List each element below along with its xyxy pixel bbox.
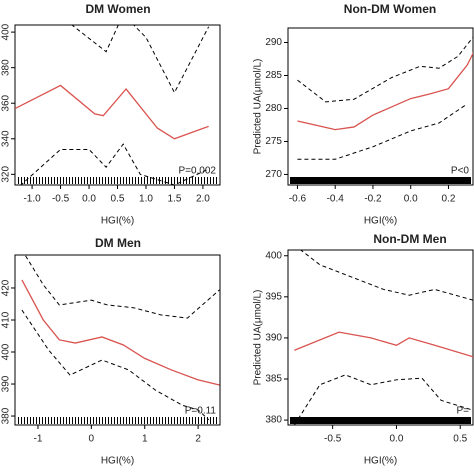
rug bbox=[290, 177, 471, 184]
y-tick-label: 360 bbox=[1, 94, 12, 111]
x-tick-label: 1.5 bbox=[167, 194, 181, 205]
x-tick-label: 0.0 bbox=[404, 194, 418, 205]
x-tick-label: -1 bbox=[34, 434, 43, 445]
ci-line bbox=[297, 103, 468, 160]
x-tick-label: 0.0 bbox=[389, 434, 403, 445]
x-tick-label: 0.0 bbox=[82, 194, 96, 205]
y-tick-label: 400 bbox=[1, 23, 12, 40]
y-axis-label: Predicted UA(μmol/L) bbox=[253, 59, 264, 155]
y-tick-label: 270 bbox=[265, 169, 282, 180]
plot-lines bbox=[297, 36, 473, 160]
annotation: P<0 bbox=[451, 166, 470, 177]
y-tick-label: 385 bbox=[265, 374, 282, 385]
ci-line bbox=[293, 374, 473, 425]
fit-line bbox=[294, 331, 473, 358]
y-tick-label: 380 bbox=[1, 59, 12, 76]
y-tick-label: 380 bbox=[1, 407, 12, 424]
ci-line bbox=[24, 255, 220, 319]
y-tick-label: 380 bbox=[265, 415, 282, 426]
y-tick-label: 320 bbox=[1, 166, 12, 183]
x-tick-label: -1.0 bbox=[23, 194, 41, 205]
y-tick-label: 400 bbox=[1, 343, 12, 360]
x-tick-label: -0.6 bbox=[289, 194, 307, 205]
x-tick-label: -0.2 bbox=[364, 194, 382, 205]
panel-title: Non-DM Men bbox=[373, 232, 446, 246]
ci-line bbox=[15, 25, 210, 94]
y-tick-label: 390 bbox=[265, 333, 282, 344]
ci-line bbox=[299, 250, 473, 301]
panel-title: Non-DM Women bbox=[344, 2, 436, 16]
plot-lines bbox=[15, 25, 210, 185]
x-tick-label: -0.5 bbox=[52, 194, 70, 205]
rug bbox=[290, 417, 471, 424]
ci-line bbox=[20, 143, 209, 185]
x-tick-label: 1.0 bbox=[139, 194, 153, 205]
y-tick-label: 395 bbox=[265, 291, 282, 302]
fit-line bbox=[15, 84, 209, 140]
y-tick-label: 420 bbox=[1, 279, 12, 296]
y-tick-label: 400 bbox=[265, 250, 282, 261]
ci-line bbox=[297, 36, 473, 103]
rug bbox=[17, 417, 218, 424]
y-tick-label: 340 bbox=[1, 130, 12, 147]
x-tick-label: 2.0 bbox=[196, 194, 210, 205]
x-tick-label: -0.4 bbox=[327, 194, 345, 205]
plot-frame bbox=[14, 24, 221, 186]
x-tick-label: -0.5 bbox=[324, 434, 342, 445]
x-tick-label: 0.5 bbox=[111, 194, 125, 205]
plot-frame bbox=[287, 249, 474, 426]
panel-title: DM Women bbox=[85, 2, 150, 16]
annotation: P=0.11 bbox=[185, 406, 217, 417]
x-tick-label: 2 bbox=[195, 434, 201, 445]
y-tick-label: 275 bbox=[265, 136, 282, 147]
panel-title: DM Men bbox=[95, 236, 141, 250]
annotation: P=0.002 bbox=[178, 166, 216, 177]
y-tick-label: 410 bbox=[1, 311, 12, 328]
x-axis-label: HGI(%) bbox=[364, 216, 397, 227]
x-tick-label: 0.2 bbox=[442, 194, 456, 205]
y-axis-label: Predicted UA(μmol/L) bbox=[253, 290, 264, 386]
y-tick-label: 285 bbox=[265, 70, 282, 81]
x-tick-label: 0 bbox=[89, 434, 95, 445]
x-axis-label: HGI(%) bbox=[101, 456, 134, 467]
fit-line bbox=[21, 279, 220, 386]
y-tick-label: 290 bbox=[265, 37, 282, 48]
x-axis-label: HGI(%) bbox=[101, 216, 134, 227]
rug bbox=[17, 177, 218, 184]
plot-lines bbox=[293, 250, 473, 425]
x-tick-label: 1 bbox=[142, 434, 148, 445]
x-tick-label: 0.5 bbox=[453, 434, 467, 445]
y-tick-label: 280 bbox=[265, 103, 282, 114]
fit-line bbox=[297, 51, 473, 131]
plot-frame bbox=[14, 254, 221, 426]
x-axis-label: HGI(%) bbox=[364, 456, 397, 467]
plot-frame bbox=[287, 27, 474, 186]
annotation: P= bbox=[456, 406, 469, 417]
y-tick-label: 390 bbox=[1, 375, 12, 392]
ci-line bbox=[21, 309, 210, 421]
plot-lines bbox=[21, 255, 220, 421]
